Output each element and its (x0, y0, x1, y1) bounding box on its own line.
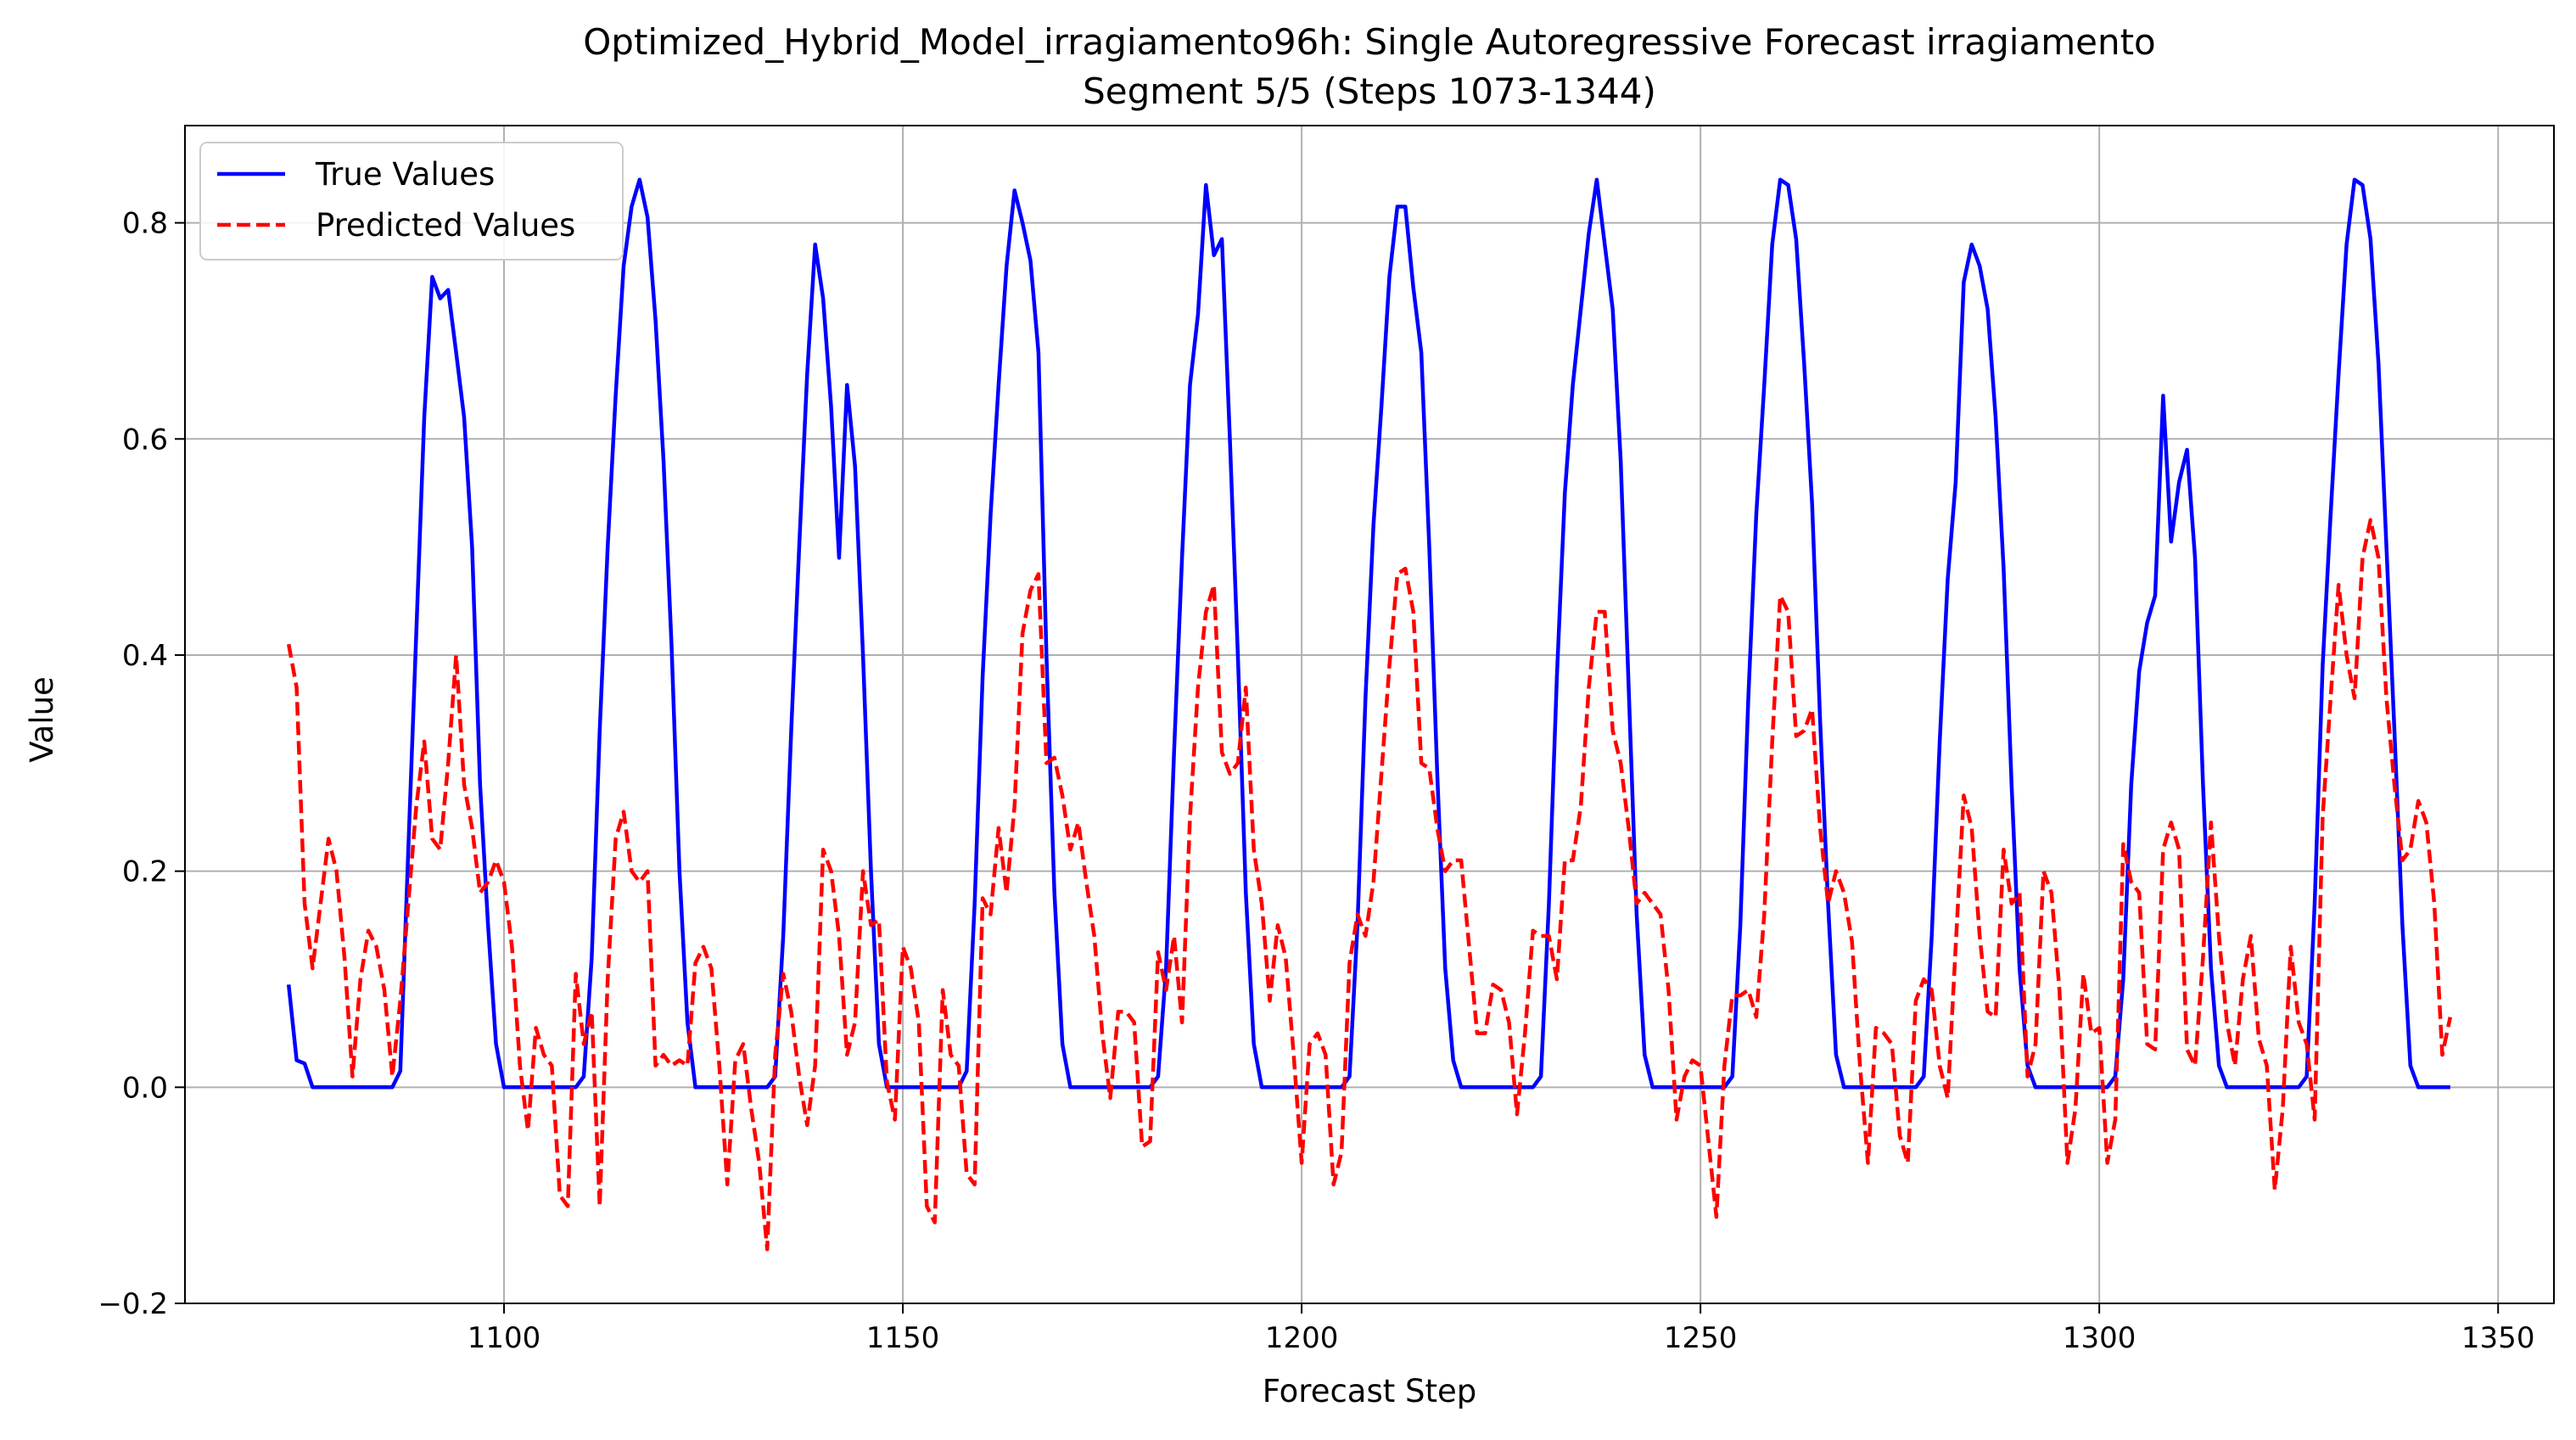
true-values-line (286, 177, 2450, 1090)
chart-subtitle: Segment 5/5 (Steps 1073-1344) (1083, 70, 1656, 112)
y-tick-label: 0.4 (122, 639, 168, 673)
x-tick-label: 1200 (1265, 1321, 1339, 1355)
y-tick-label: 0.6 (122, 423, 168, 457)
x-axis-label: Forecast Step (1263, 1373, 1477, 1409)
x-tick-label: 1150 (866, 1321, 940, 1355)
predicted-values-line (286, 518, 2453, 1252)
y-tick-label: 0.2 (122, 855, 168, 889)
gridlines (185, 126, 2554, 1304)
legend-label: True Values (315, 156, 495, 193)
x-tick-label: 1350 (2461, 1321, 2535, 1355)
plot-area-frame (184, 125, 2555, 1304)
y-tick-label: 0.8 (122, 207, 168, 241)
y-tick-label: −0.2 (98, 1287, 168, 1321)
chart-title: Optimized_Hybrid_Model_irragiamento96h: … (583, 21, 2156, 63)
y-axis-label: Value (24, 676, 60, 763)
legend-box (199, 142, 624, 261)
y-tick-label: 0.0 (122, 1071, 168, 1105)
x-tick-label: 1250 (1664, 1321, 1738, 1355)
legend-label: Predicted Values (316, 207, 575, 244)
x-tick-label: 1300 (2063, 1321, 2136, 1355)
plot-series (286, 177, 2453, 1252)
legend: True Values Predicted Values (199, 142, 624, 261)
axis-ticks: 1100 1150 1200 1250 1300 1350 −0.2 0.0 0.2 0.4 0.6… (98, 207, 2534, 1355)
x-tick-label: 1100 (468, 1321, 541, 1355)
